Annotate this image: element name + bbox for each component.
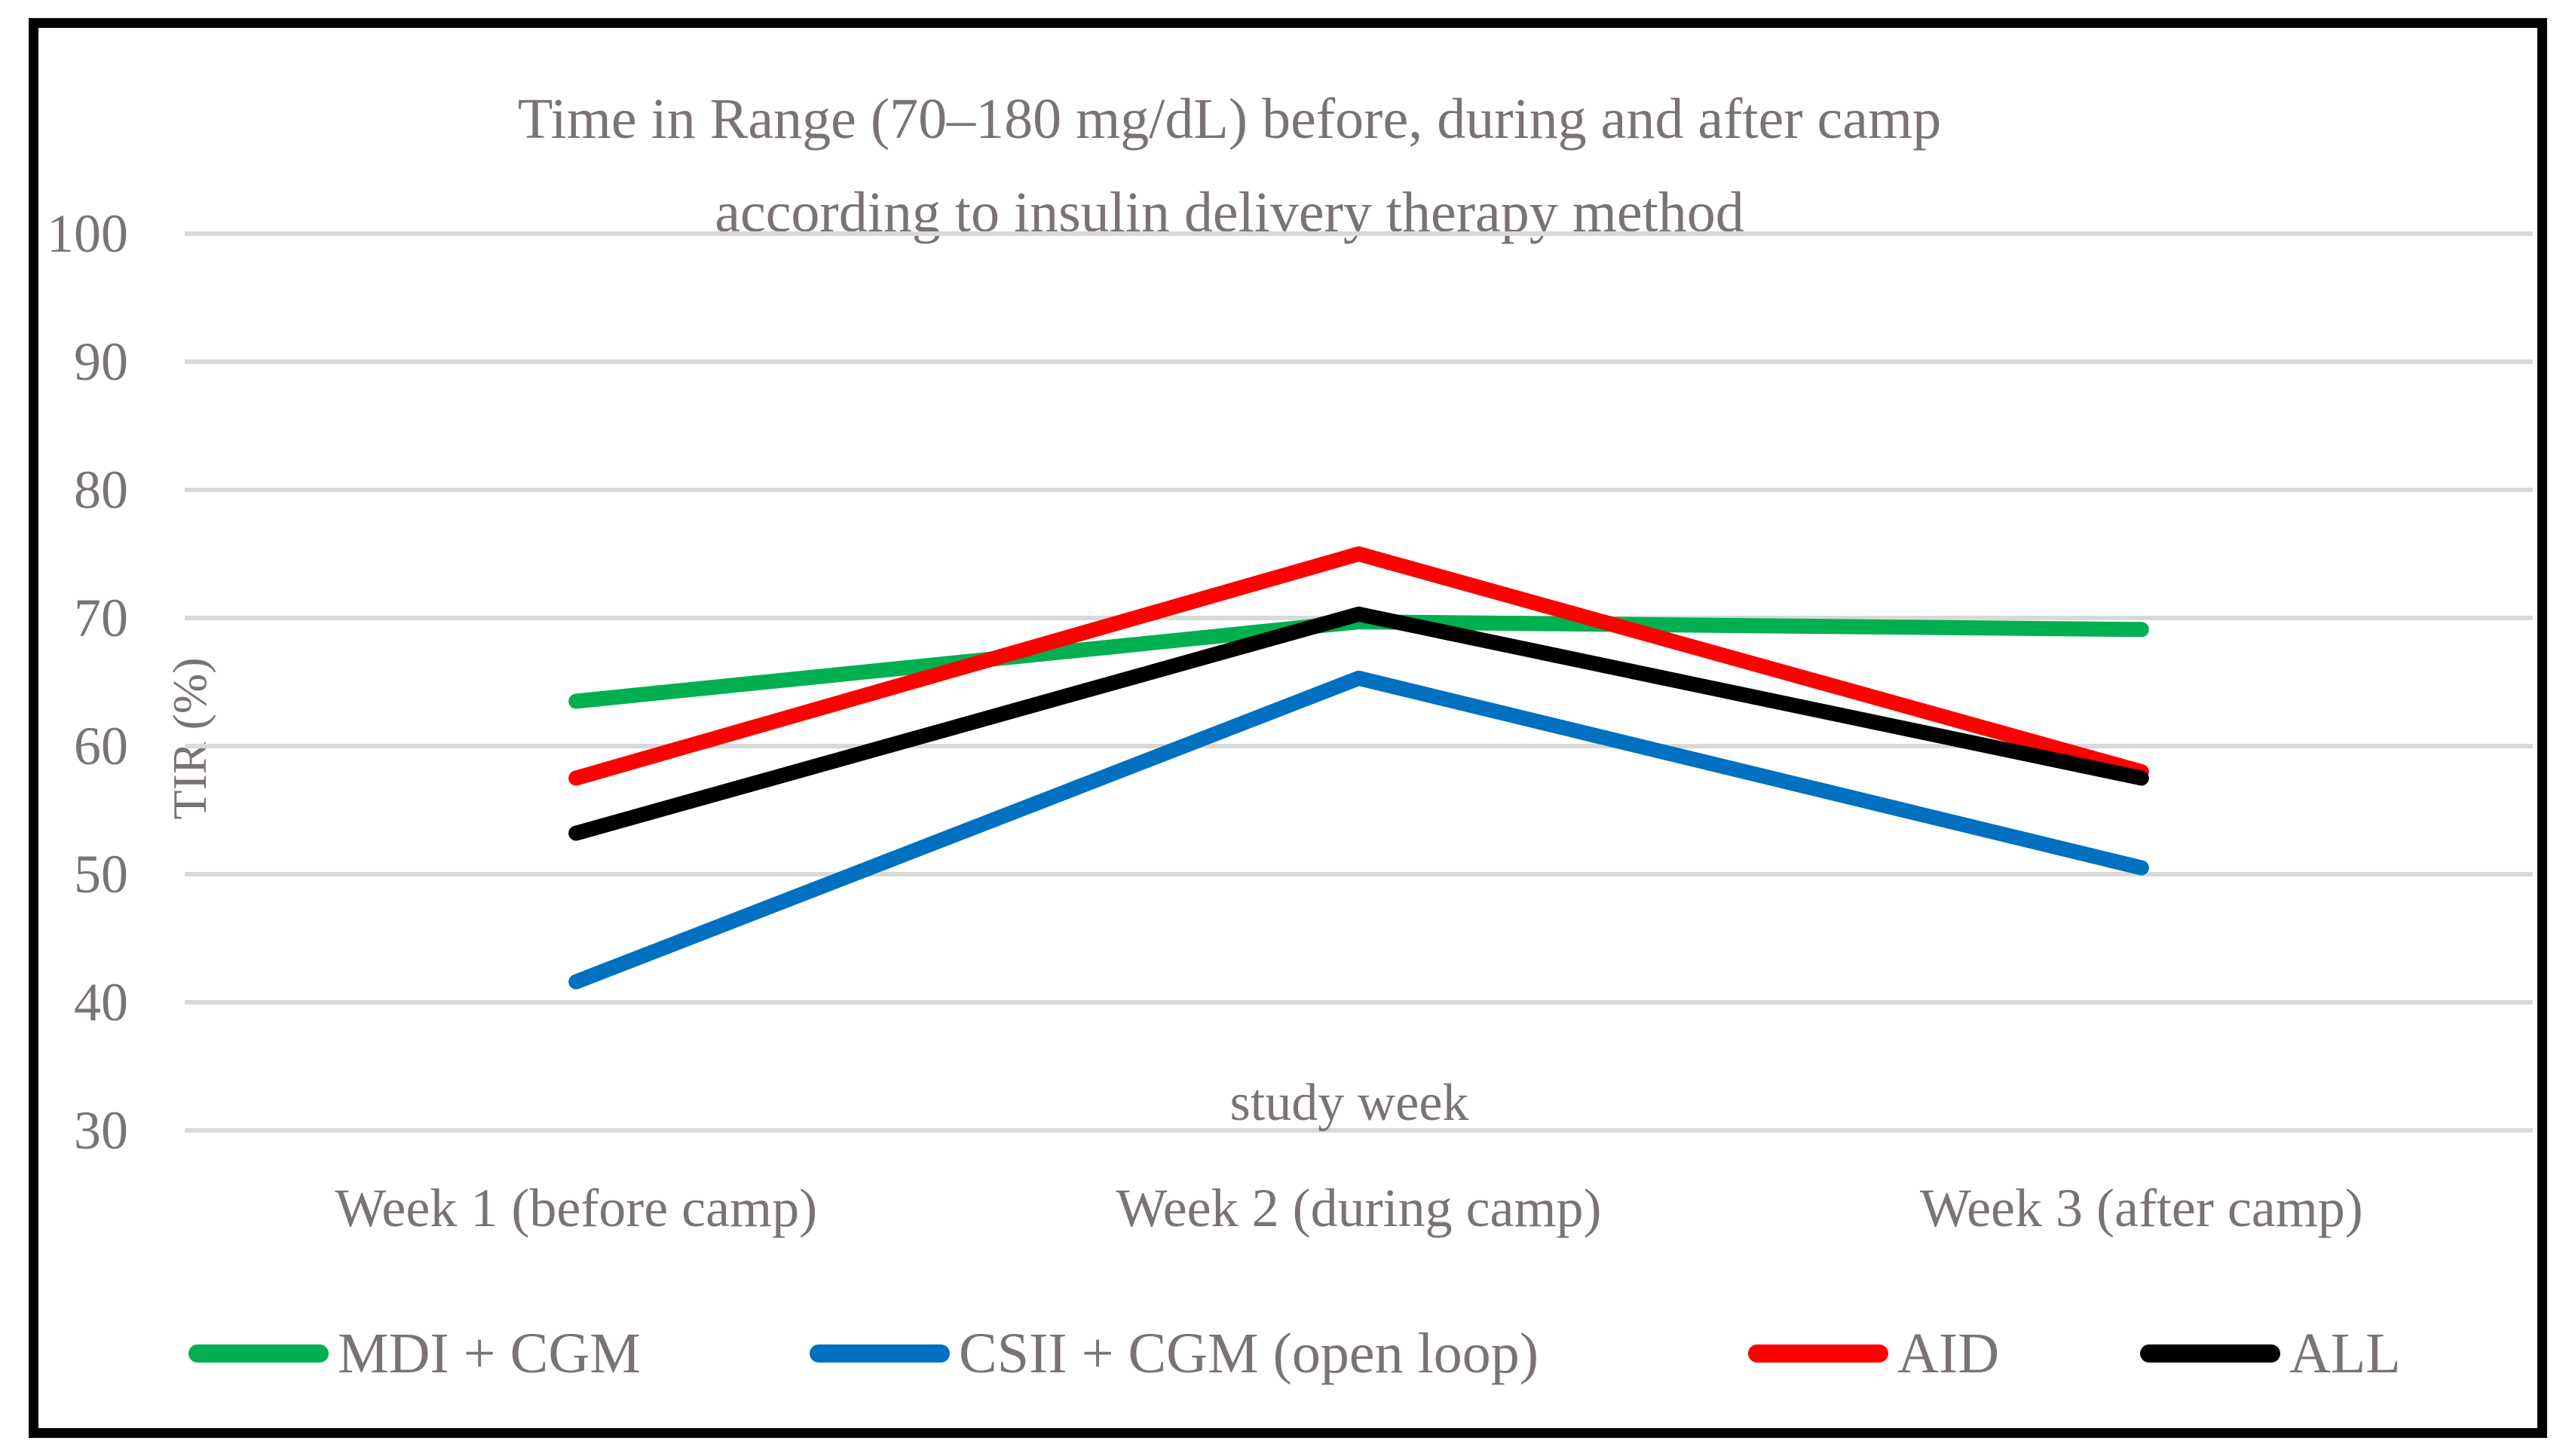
y-tick-label: 70: [74, 588, 128, 648]
y-tick-label: 80: [74, 460, 128, 520]
legend-label: MDI + CGM: [338, 1321, 641, 1385]
legend-item-mdi-cgm: MDI + CGM: [188, 1314, 641, 1393]
x-category-label: Week 3 (after camp): [1919, 1178, 2363, 1238]
legend-line-swatch-icon: [1748, 1344, 1888, 1363]
legend-line-swatch-icon: [188, 1344, 329, 1363]
y-tick-label: 60: [74, 716, 128, 776]
y-tick-label: 90: [74, 332, 128, 392]
legend-label: CSII + CGM (open loop): [959, 1321, 1539, 1385]
chart-border: [29, 18, 2547, 1438]
legend-item-csii-cgm-open-loop-: CSII + CGM (open loop): [810, 1314, 1539, 1393]
legend-line-swatch-icon: [2140, 1344, 2280, 1363]
series-line-csii-cgm-open-loop-: [568, 670, 2149, 990]
legend-label: ALL: [2289, 1321, 2401, 1385]
legend-item-all: ALL: [2140, 1314, 2401, 1393]
series-line-aid: [568, 546, 2149, 786]
series-line-mdi-cgm: [568, 614, 2149, 709]
x-axis-title: study week: [1229, 1074, 1469, 1132]
legend-item-aid: AID: [1748, 1314, 1999, 1393]
x-category-label: Week 1 (before camp): [335, 1178, 818, 1238]
chart-title-line1: Time in Range (70–180 mg/dL) before, dur…: [517, 87, 1942, 151]
x-category-label: Week 2 (during camp): [1116, 1178, 1602, 1238]
series-line-all: [568, 606, 2149, 841]
legend-label: AID: [1897, 1321, 2000, 1385]
y-tick-label: 100: [47, 203, 128, 264]
legend-line-swatch-icon: [810, 1344, 950, 1363]
y-tick-label: 30: [74, 1100, 128, 1161]
y-tick-label: 40: [74, 972, 128, 1032]
y-tick-label: 50: [74, 844, 128, 904]
